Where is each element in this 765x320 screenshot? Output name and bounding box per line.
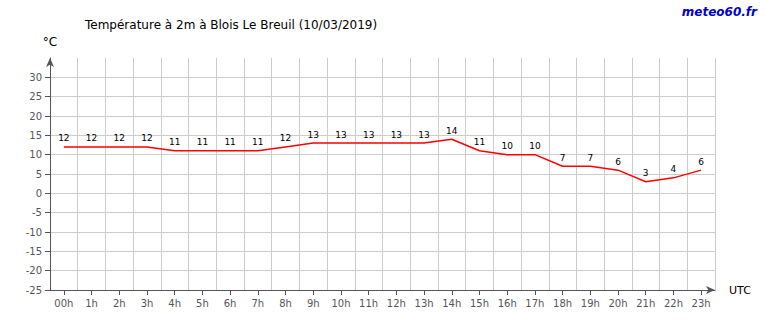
svg-text:6: 6 (615, 157, 621, 167)
svg-text:11: 11 (224, 137, 235, 147)
svg-text:12h: 12h (387, 298, 406, 309)
svg-text:12: 12 (114, 133, 125, 143)
svg-text:25: 25 (29, 91, 42, 102)
svg-text:2h: 2h (113, 298, 126, 309)
svg-text:13: 13 (363, 130, 374, 140)
svg-text:4h: 4h (168, 298, 181, 309)
svg-text:5h: 5h (196, 298, 209, 309)
svg-text:14h: 14h (442, 298, 461, 309)
svg-text:13: 13 (308, 130, 319, 140)
svg-text:10h: 10h (331, 298, 350, 309)
svg-text:6h: 6h (224, 298, 237, 309)
svg-text:13: 13 (391, 130, 402, 140)
svg-text:12: 12 (280, 133, 291, 143)
svg-text:21h: 21h (636, 298, 655, 309)
svg-text:Température à 2m à Blois Le Br: Température à 2m à Blois Le Breuil (10/0… (84, 18, 377, 32)
svg-text:15: 15 (29, 130, 42, 141)
svg-text:-20: -20 (26, 265, 42, 276)
svg-text:12: 12 (141, 133, 152, 143)
svg-text:13: 13 (335, 130, 346, 140)
svg-text:20h: 20h (608, 298, 627, 309)
svg-text:UTC: UTC (729, 284, 751, 297)
svg-text:11: 11 (252, 137, 263, 147)
svg-text:30: 30 (29, 72, 42, 83)
svg-text:3: 3 (643, 168, 649, 178)
svg-text:9h: 9h (307, 298, 320, 309)
svg-text:11: 11 (474, 137, 485, 147)
svg-text:°C: °C (43, 35, 57, 49)
svg-text:3h: 3h (141, 298, 154, 309)
svg-text:meteo60.fr: meteo60.fr (682, 5, 758, 19)
svg-text:16h: 16h (498, 298, 517, 309)
svg-text:7: 7 (560, 153, 566, 163)
svg-text:10: 10 (29, 149, 42, 160)
svg-text:8h: 8h (279, 298, 292, 309)
svg-text:11h: 11h (359, 298, 378, 309)
svg-text:15h: 15h (470, 298, 489, 309)
svg-text:22h: 22h (664, 298, 683, 309)
svg-text:6: 6 (698, 157, 704, 167)
svg-text:-10: -10 (26, 227, 42, 238)
svg-text:19h: 19h (581, 298, 600, 309)
svg-text:10: 10 (501, 141, 513, 151)
svg-text:10: 10 (529, 141, 541, 151)
svg-text:14: 14 (446, 126, 458, 136)
svg-text:00h: 00h (54, 298, 73, 309)
svg-text:-5: -5 (32, 207, 42, 218)
svg-text:5: 5 (36, 169, 42, 180)
svg-text:23h: 23h (692, 298, 711, 309)
svg-text:11: 11 (169, 137, 180, 147)
svg-text:0: 0 (36, 188, 42, 199)
svg-text:20: 20 (29, 111, 42, 122)
svg-text:12: 12 (58, 133, 69, 143)
svg-text:13: 13 (418, 130, 429, 140)
svg-text:7: 7 (587, 153, 593, 163)
svg-text:11: 11 (197, 137, 208, 147)
svg-text:17h: 17h (525, 298, 544, 309)
svg-text:18h: 18h (553, 298, 572, 309)
svg-text:-15: -15 (26, 246, 42, 257)
svg-text:1h: 1h (85, 298, 98, 309)
svg-text:-25: -25 (26, 285, 42, 296)
svg-text:13h: 13h (415, 298, 434, 309)
svg-text:12: 12 (86, 133, 97, 143)
svg-text:7h: 7h (251, 298, 264, 309)
svg-text:4: 4 (671, 164, 677, 174)
